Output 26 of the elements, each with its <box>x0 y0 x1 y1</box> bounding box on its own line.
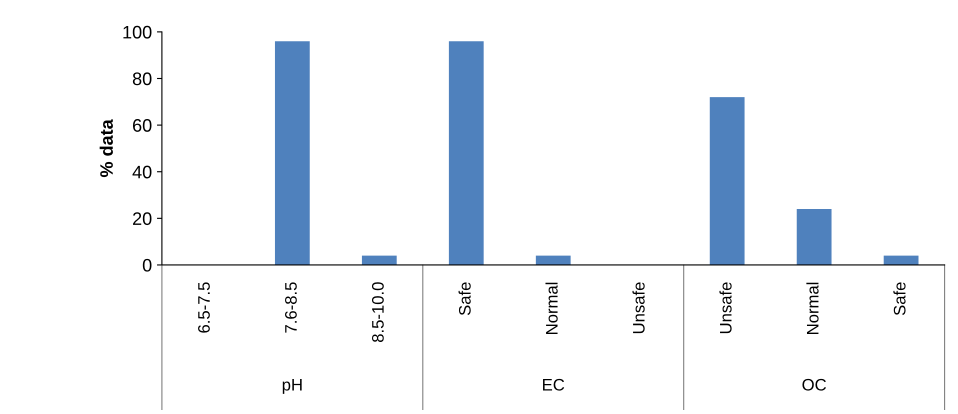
y-tick-label: 60 <box>133 119 152 132</box>
x-tick-label: Normal <box>806 282 819 334</box>
x-tick-label: 7.6-8.5 <box>285 282 297 333</box>
x-tick-label: 8.5-10.0 <box>372 282 384 342</box>
bar <box>362 256 397 265</box>
y-tick-label: 80 <box>132 72 152 86</box>
bar <box>448 41 484 265</box>
bar <box>884 256 918 265</box>
x-tick-label: Unsafe <box>719 282 732 334</box>
y-tick-label: 20 <box>133 212 152 226</box>
bar <box>274 41 310 265</box>
text: OC <box>802 378 826 391</box>
x-tick-label: Safe <box>893 282 906 316</box>
text: EC <box>543 378 564 391</box>
bar <box>536 256 571 265</box>
x-tick-label: 6.5-7.5 <box>198 282 210 333</box>
y-tick-label: 0 <box>142 258 152 272</box>
y-tick-label: 40 <box>132 166 152 178</box>
y-tick-label: 100 <box>123 26 152 39</box>
text: pH <box>282 379 302 394</box>
x-tick-label: Normal <box>545 282 558 334</box>
bar <box>796 209 832 265</box>
y-axis-title: % data <box>100 119 113 178</box>
x-tick-label: Safe <box>458 282 471 316</box>
x-tick-label: Unsafe <box>632 282 645 334</box>
bar <box>710 97 745 265</box>
